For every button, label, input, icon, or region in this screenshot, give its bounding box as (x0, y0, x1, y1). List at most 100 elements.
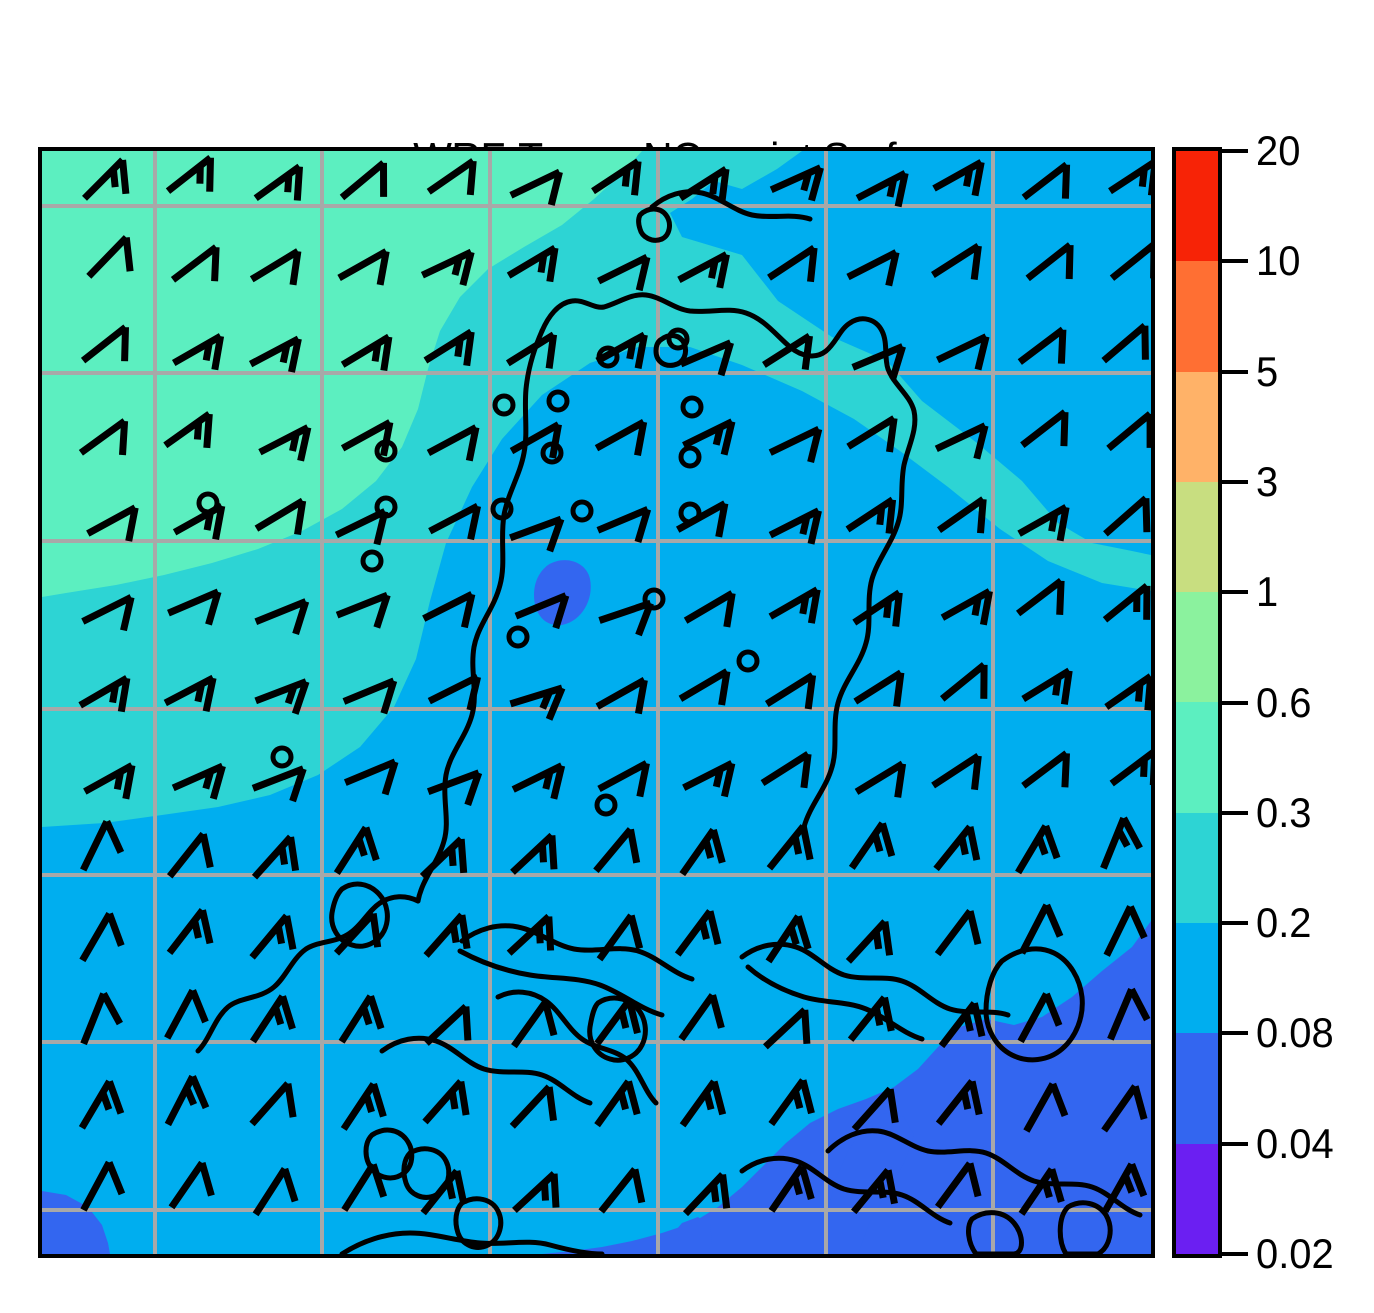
wind-barb (676, 500, 729, 538)
wind-barb (1020, 409, 1069, 448)
calm-wind-marker (736, 649, 760, 673)
wind-barb (505, 331, 558, 369)
colorbar-tick-layer: 20 10 5 3 1 0.6 0.3 0.2 0.08 0.04 0.02 (1222, 130, 1374, 1275)
wind-barb (339, 160, 388, 201)
wind-barb (335, 591, 391, 629)
colorbar-segment (1176, 812, 1218, 924)
wind-barb (251, 765, 307, 803)
wind-barb (933, 824, 981, 872)
wind-barb (1109, 242, 1151, 281)
wind-barb (166, 831, 214, 879)
wind-barb (334, 508, 389, 546)
wind-barb (509, 421, 562, 459)
wind-barb (851, 1167, 898, 1215)
wind-barb (596, 506, 652, 544)
wind-barb (765, 914, 812, 964)
wind-barb (171, 762, 226, 800)
wind-barb (1015, 824, 1061, 875)
wind-barb (80, 324, 129, 364)
wind-barb (931, 242, 982, 281)
wind-barb (423, 912, 471, 958)
wind-barb (83, 762, 136, 800)
wind-barb (254, 678, 310, 715)
wind-barb (678, 668, 731, 706)
colorbar-tick-label: 1 (1256, 568, 1279, 616)
wind-barb (422, 1079, 470, 1125)
wind-barb (934, 908, 982, 957)
colorbar-tick-label: 3 (1256, 457, 1279, 505)
wind-barb (846, 249, 900, 287)
wind-barb (763, 1007, 811, 1050)
wind-barb (86, 235, 134, 279)
colorbar (1172, 147, 1222, 1258)
wind-barb (767, 244, 818, 283)
wind-barb (1106, 411, 1151, 452)
wind-barb (254, 497, 307, 536)
wind-barb (598, 599, 654, 637)
wind-barb (166, 908, 214, 956)
wind-barb (768, 1078, 815, 1127)
wind-barb (596, 913, 644, 962)
coastline-se-landmass (825, 1128, 1143, 1218)
colorbar-tick-label: 0.02 (1256, 1230, 1334, 1277)
coastline-west-island-inner (329, 881, 390, 949)
wind-barb (852, 589, 903, 627)
wind-barb (593, 827, 641, 874)
contour-band-004-008-se (542, 921, 1151, 1254)
colorbar-tick-label: 0.6 (1256, 678, 1312, 726)
coastline-east-chain-2 (745, 964, 925, 1042)
wind-barb (1025, 242, 1074, 282)
wind-barb (333, 911, 382, 956)
wind-barb (683, 590, 736, 628)
wind-barb (1018, 1167, 1065, 1216)
wind-barb (1021, 161, 1071, 201)
colorbar-tick (1222, 479, 1248, 484)
wind-barb (79, 911, 125, 963)
colorbar-tick-label: 0.3 (1256, 788, 1312, 836)
contour-cell-004-008-interior (534, 560, 591, 626)
wind-barb (506, 913, 555, 956)
wind-barb (938, 1001, 986, 1049)
wind-barb (338, 994, 385, 1044)
colorbar-tick (1222, 369, 1248, 374)
wind-barb (426, 158, 477, 196)
wind-barb (768, 425, 823, 463)
wind-barb (164, 1074, 210, 1127)
wind-barb (251, 834, 300, 880)
calm-wind-marker (680, 395, 704, 419)
coastline-south-arc (339, 1230, 605, 1254)
colorbar-segment (1176, 1143, 1218, 1254)
wind-barb (846, 415, 898, 453)
wind-barb (848, 821, 896, 870)
colorbar-tick-label: 0.2 (1256, 899, 1312, 947)
wind-barb (337, 248, 390, 286)
coastline-central-island-4 (379, 1035, 593, 1106)
wind-barb (1015, 578, 1065, 617)
wind-barb (342, 677, 398, 715)
calm-wind-marker (506, 625, 530, 649)
wind-barb (847, 995, 895, 1042)
wind-barb (1017, 992, 1063, 1044)
wind-barb (252, 1167, 299, 1217)
colorbar-segment (1176, 371, 1218, 482)
wind-barb (509, 515, 565, 553)
wind-barb (1021, 667, 1073, 705)
wind-barb (760, 751, 812, 789)
wind-barb (427, 673, 482, 711)
wind-barb (163, 674, 217, 713)
calm-wind-marker (492, 393, 516, 417)
wind-barb (766, 824, 814, 871)
wind-barb (932, 159, 985, 197)
wind-barb (768, 1164, 815, 1213)
coastline-north-peninsula (539, 292, 918, 830)
wind-barb (249, 994, 296, 1044)
colorbar-tick (1222, 921, 1248, 926)
calm-wind-marker (570, 499, 594, 523)
wind-barb (595, 677, 648, 715)
wind-barb (340, 333, 393, 372)
wind-barb (509, 1084, 557, 1129)
calm-wind-marker (270, 745, 294, 769)
calm-wind-marker (360, 549, 384, 573)
wind-barb (768, 586, 821, 624)
